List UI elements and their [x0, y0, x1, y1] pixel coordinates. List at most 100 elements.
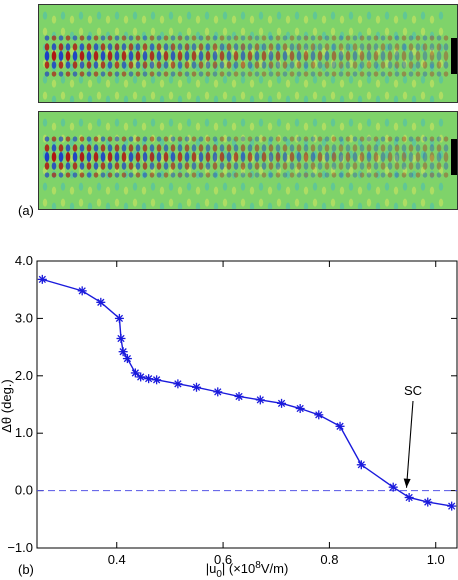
beam-lobe — [86, 152, 92, 162]
field-ripple — [159, 31, 165, 40]
field-ripple — [159, 202, 165, 209]
beam-lobe — [387, 172, 393, 178]
beam-lobe — [79, 136, 85, 142]
beam-lobe — [289, 172, 295, 178]
beam-lobe — [261, 162, 267, 170]
field-ripple — [231, 15, 237, 24]
field-ripple — [375, 63, 381, 72]
field-ripple — [132, 166, 138, 175]
field-ripple — [366, 11, 372, 20]
beam-lobe — [408, 144, 414, 152]
beam-lobe — [72, 162, 78, 170]
beam-lobe — [79, 152, 85, 162]
field-ripple — [186, 11, 192, 20]
aperture-bar — [451, 139, 457, 175]
beam-lobe — [79, 35, 85, 41]
beam-lobe — [394, 152, 400, 162]
beam-lobe — [303, 71, 309, 77]
beam-lobe — [198, 43, 204, 51]
beam-lobe — [352, 136, 358, 142]
field-ripple — [249, 186, 255, 195]
field-ripple — [42, 11, 48, 20]
field-ripple — [357, 63, 363, 72]
field-ripple — [240, 27, 246, 36]
beam-lobe — [177, 61, 183, 69]
field-ripple — [213, 15, 219, 24]
field-ripple — [411, 170, 417, 179]
field-ripple — [294, 134, 300, 143]
beam-lobe — [359, 35, 365, 41]
beam-lobe — [205, 172, 211, 178]
field-ripple — [357, 186, 363, 195]
field-ripple — [420, 118, 426, 127]
beam-lobe — [380, 162, 386, 170]
beam-lobe — [373, 172, 379, 178]
beam-lobe — [443, 144, 449, 152]
beam-lobe — [296, 162, 302, 170]
beam-lobe — [240, 51, 246, 61]
beam-lobe — [338, 43, 344, 51]
field-ripple — [384, 198, 390, 207]
field-ripple — [240, 75, 246, 84]
beam-lobe — [156, 35, 162, 41]
beam-lobe — [44, 172, 50, 178]
beam-lobe — [429, 43, 435, 51]
y-tick-label: −1.0 — [7, 540, 33, 555]
field-ripple — [438, 43, 444, 52]
field-ripple — [375, 202, 381, 209]
field-ripple — [429, 95, 435, 102]
field-ripple — [267, 15, 273, 24]
field-ripple — [429, 79, 435, 88]
field-ripple — [339, 47, 345, 56]
beam-lobe — [394, 136, 400, 142]
field-ripple — [330, 91, 336, 100]
beam-lobe — [296, 71, 302, 77]
beam-lobe — [317, 43, 323, 51]
beam-lobe — [436, 152, 442, 162]
field-ripple — [339, 202, 345, 209]
beam-lobe — [114, 136, 120, 142]
field-ripple — [177, 122, 183, 131]
beam-lobe — [282, 43, 288, 51]
field-ripple — [249, 138, 255, 147]
field-ripple — [168, 182, 174, 191]
beam-lobe — [58, 172, 64, 178]
beam-lobe — [366, 162, 372, 170]
beam-lobe — [324, 35, 330, 41]
field-ripple — [294, 182, 300, 191]
beam-lobe — [247, 71, 253, 77]
beam-lobe — [128, 144, 134, 152]
beam-lobe — [415, 71, 421, 77]
field-ripple — [69, 186, 75, 195]
field-ripple — [123, 186, 129, 195]
beam-lobe — [303, 172, 309, 178]
beam-lobe — [436, 144, 442, 152]
field-image-top — [38, 4, 458, 103]
beam-lobe — [401, 61, 407, 69]
beam-lobe — [443, 152, 449, 162]
beam-lobe — [268, 71, 274, 77]
field-ripple — [177, 79, 183, 88]
beam-lobe — [345, 136, 351, 142]
field-ripple — [402, 11, 408, 20]
field-ripple — [411, 202, 417, 209]
beam-lobe — [51, 61, 57, 69]
beam-lobe — [240, 162, 246, 170]
field-ripple — [231, 186, 237, 195]
beam-lobe — [380, 35, 386, 41]
beam-lobe — [261, 144, 267, 152]
field-ripple — [105, 95, 111, 102]
field-ripple — [204, 134, 210, 143]
field-ripple — [276, 59, 282, 68]
beam-lobe — [86, 162, 92, 170]
beam-lobe — [226, 136, 232, 142]
beam-lobe — [247, 136, 253, 142]
beam-lobe — [135, 43, 141, 51]
field-ripple — [186, 182, 192, 191]
beam-lobe — [149, 71, 155, 77]
beam-lobe — [387, 61, 393, 69]
beam-lobe — [212, 144, 218, 152]
beam-lobe — [205, 71, 211, 77]
beam-lobe — [317, 152, 323, 162]
beam-lobe — [240, 152, 246, 162]
